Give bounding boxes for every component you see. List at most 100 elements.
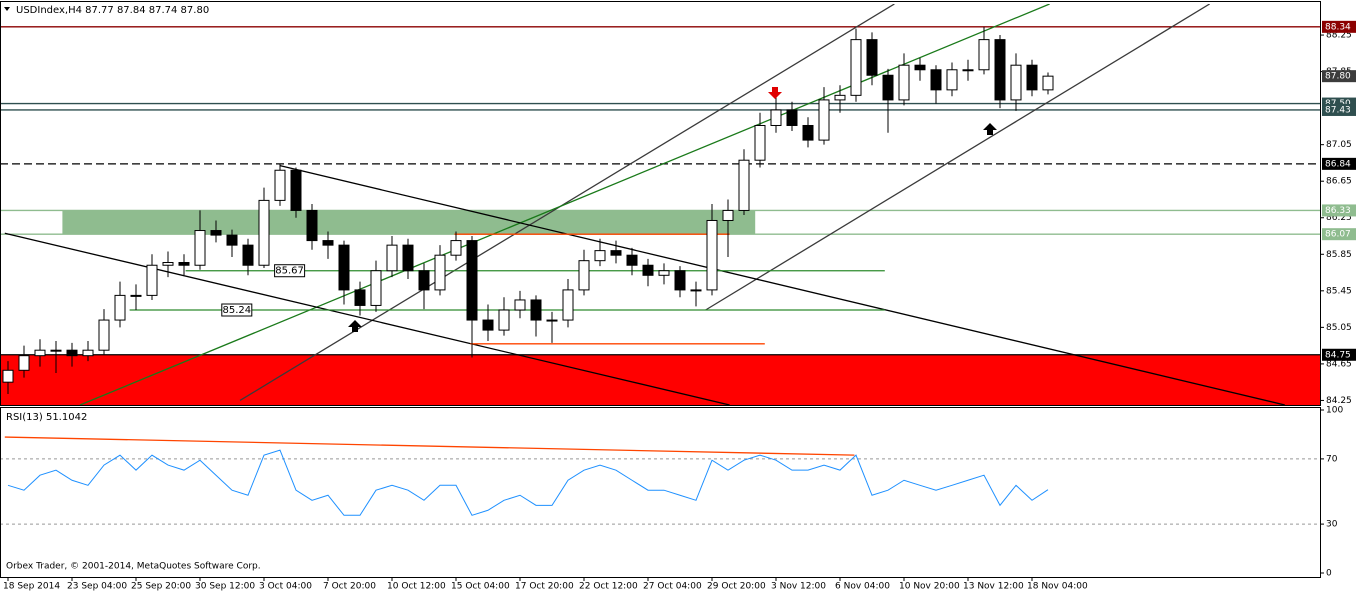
candle-body	[594, 250, 606, 262]
x-tick-label: 22 Oct 12:00	[579, 582, 638, 592]
panel-frame	[0, 1, 1321, 406]
candle-body	[658, 270, 670, 276]
candle-body	[690, 289, 702, 292]
candle-body	[818, 99, 830, 141]
y-tick-label: 85.45	[1326, 286, 1352, 296]
candle-body	[322, 240, 334, 246]
candle-body	[50, 349, 62, 352]
candle-body	[66, 349, 78, 357]
x-tick-label: 6 Nov 04:00	[835, 582, 890, 592]
x-tick-label: 17 Oct 20:00	[515, 582, 574, 592]
candle-body	[914, 64, 926, 71]
rsi-line	[7, 449, 1049, 516]
panel-frame	[0, 407, 1321, 578]
candle-body	[530, 299, 542, 321]
candle-body	[994, 39, 1006, 101]
level-box	[1322, 157, 1356, 170]
candle-body	[210, 230, 222, 236]
x-tick-label: 15 Oct 04:00	[451, 582, 510, 592]
trend-line	[4, 232, 730, 405]
candle-body	[802, 124, 814, 141]
candle-body	[258, 199, 270, 266]
candle-body	[562, 289, 574, 321]
candle-body	[82, 349, 94, 357]
candle-body	[1010, 64, 1022, 101]
candle-body	[226, 234, 238, 246]
candle-body	[450, 240, 462, 256]
x-tick-label: 27 Oct 04:00	[643, 582, 702, 592]
candle-body	[434, 254, 446, 291]
candle-body	[274, 169, 286, 201]
x-tick-label: 18 Sep 2014	[3, 582, 60, 592]
candle-body	[546, 319, 558, 322]
trend-line	[705, 4, 1210, 311]
candle-body	[1042, 75, 1054, 91]
candle-body	[242, 244, 254, 266]
candle-body	[610, 250, 622, 256]
candle-body	[1026, 64, 1038, 91]
y-tick-label: 100	[1326, 406, 1343, 416]
candle-body	[642, 264, 654, 276]
candle-body	[34, 349, 46, 357]
candle-body	[514, 299, 526, 311]
price-label: 85.67	[275, 266, 304, 277]
price-label-box	[221, 303, 253, 317]
y-tick-label: 88.25	[1326, 31, 1352, 41]
x-tick-label: 3 Oct 04:00	[259, 582, 312, 592]
candle-body	[130, 294, 142, 297]
level-label: 86.07	[1325, 230, 1351, 240]
candle-body	[786, 109, 798, 126]
chart-title: USDIndex,H4 87.77 87.84 87.74 87.80	[16, 5, 209, 16]
candle-body	[978, 39, 990, 71]
x-tick-label: 25 Sep 20:00	[131, 582, 191, 592]
candle-body	[882, 74, 894, 101]
x-tick-label: 30 Sep 12:00	[195, 582, 255, 592]
level-label: 86.84	[1325, 159, 1351, 169]
x-tick-label: 10 Nov 20:00	[899, 582, 960, 592]
y-tick-label: 0	[1326, 569, 1332, 579]
candle-body	[834, 94, 846, 101]
candle-body	[178, 262, 190, 266]
indicator-title: RSI(13) 51.1042	[6, 412, 87, 423]
level-label: 87.43	[1325, 105, 1351, 115]
candle-body	[962, 69, 974, 72]
y-tick-label: 70	[1326, 454, 1338, 464]
x-tick-label: 18 Nov 04:00	[1027, 582, 1088, 592]
candle-body	[754, 124, 766, 161]
y-tick-label: 85.85	[1326, 250, 1352, 260]
candle-body	[290, 169, 302, 211]
level-box	[1322, 20, 1356, 33]
rsi-panel	[0, 436, 1320, 525]
candle-body	[162, 262, 174, 266]
trend-line	[279, 165, 1285, 405]
price-label: 85.24	[222, 305, 251, 316]
y-tick-label: 86.25	[1326, 213, 1352, 223]
level-label: 87.80	[1325, 72, 1351, 82]
level-box	[1322, 103, 1356, 116]
level-label: 86.33	[1325, 206, 1351, 216]
level-box	[1322, 70, 1356, 83]
x-tick-label: 10 Oct 12:00	[387, 582, 446, 592]
candle-body	[770, 109, 782, 126]
menu-triangle[interactable]	[4, 7, 10, 11]
price-label-box	[274, 264, 306, 278]
y-tick-label: 30	[1326, 520, 1338, 530]
candle-body	[722, 209, 734, 221]
candle-body	[306, 209, 318, 242]
level-box	[1322, 228, 1356, 241]
arrow-down	[768, 87, 782, 99]
candle-body	[866, 39, 878, 76]
level-box	[1322, 204, 1356, 217]
candle-body	[98, 319, 110, 351]
candle-body	[930, 69, 942, 91]
candle-body	[338, 244, 350, 291]
zone	[62, 210, 756, 235]
candle-body	[738, 159, 750, 211]
trend-line	[4, 436, 855, 456]
candle-body	[706, 219, 718, 291]
candle-body	[354, 289, 366, 306]
candle-body	[626, 254, 638, 266]
